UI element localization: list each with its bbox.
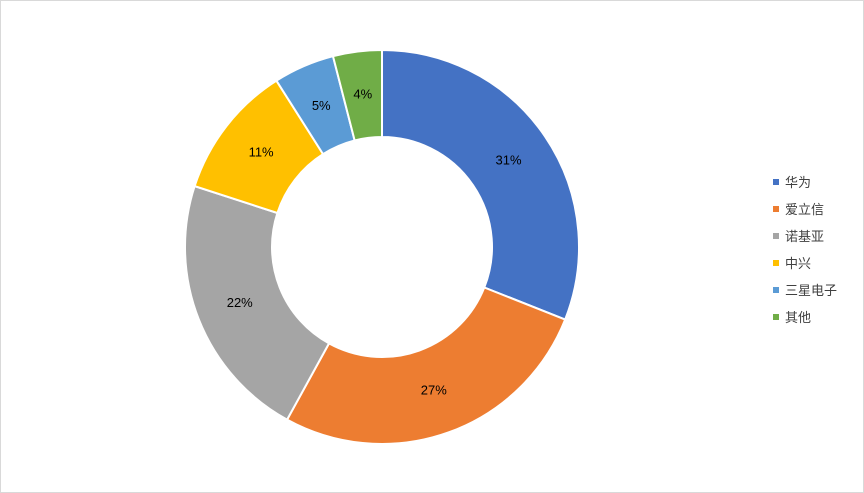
legend-label: 爱立信 <box>785 203 825 218</box>
legend-label: 三星电子 <box>785 284 838 299</box>
data-label: 11% <box>249 145 274 160</box>
legend-swatch <box>773 259 779 266</box>
data-label: 22% <box>227 295 253 310</box>
data-label: 31% <box>496 152 522 167</box>
data-label: 5% <box>312 98 331 113</box>
legend-swatch <box>773 205 779 212</box>
slice-nokia <box>184 184 331 421</box>
legend-item-huawei: 华为 <box>773 168 863 195</box>
legend: 华为 爱立信 诺基亚 中兴 三星电子 其他 <box>773 168 863 330</box>
legend-item-ericsson: 爱立信 <box>773 195 863 222</box>
slice-huawei <box>381 48 580 321</box>
legend-item-zte: 中兴 <box>773 249 863 276</box>
legend-label: 华为 <box>785 176 812 191</box>
legend-swatch <box>773 286 779 293</box>
legend-label: 其他 <box>785 311 812 326</box>
legend-swatch <box>773 178 779 185</box>
legend-swatch <box>773 313 779 320</box>
slice-others <box>331 48 383 142</box>
legend-item-others: 其他 <box>773 303 863 330</box>
legend-item-samsung: 三星电子 <box>773 276 863 303</box>
legend-swatch <box>773 232 779 239</box>
data-label: 27% <box>421 382 447 397</box>
data-label: 4% <box>353 87 372 102</box>
legend-item-nokia: 诺基亚 <box>773 222 863 249</box>
slice-ericsson <box>285 286 567 445</box>
legend-label: 诺基亚 <box>785 230 825 245</box>
legend-label: 中兴 <box>785 257 812 272</box>
